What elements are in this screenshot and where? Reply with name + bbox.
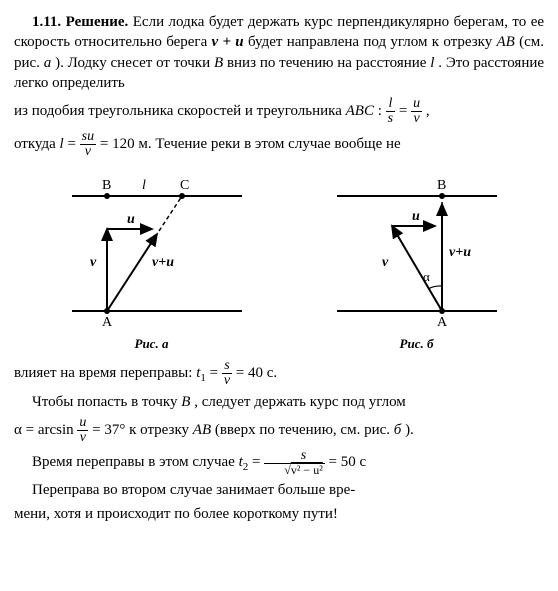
text: вниз по течению на расстояние bbox=[227, 55, 430, 71]
label-l: l bbox=[142, 178, 146, 193]
text: откуда bbox=[14, 136, 60, 152]
label-B: B bbox=[102, 178, 111, 193]
paragraph-5: Чтобы попасть в точку B , следует держат… bbox=[14, 392, 544, 412]
expr-AB2: AB bbox=[193, 422, 211, 438]
paragraph-6: α = arcsin u v = 37° к отрезку AB (вверх… bbox=[14, 416, 544, 445]
fraction-l-s: l s bbox=[386, 97, 395, 126]
paragraph-8b: мени, хотя и происходит по более коротко… bbox=[14, 504, 544, 524]
expr-l2: l bbox=[60, 136, 64, 152]
label-v2: v bbox=[382, 255, 389, 270]
text: = 50 c bbox=[329, 454, 367, 470]
figures-row: B l C v u v+u A Рис. а bbox=[14, 171, 544, 353]
text: влияет на время переправы: bbox=[14, 364, 196, 380]
expr-l: l bbox=[430, 55, 434, 71]
caption-b: Рис. б bbox=[327, 335, 507, 353]
label-u2: u bbox=[412, 209, 420, 224]
text: = bbox=[67, 136, 79, 152]
expr-vpu: v + u bbox=[212, 34, 244, 50]
text: = bbox=[252, 454, 264, 470]
expr-B2: B bbox=[181, 394, 190, 410]
paragraph-2: из подобия треугольника скоростей и треу… bbox=[14, 97, 544, 126]
text: = 40 c. bbox=[236, 364, 277, 380]
fig-ref-b: б bbox=[394, 422, 402, 438]
text: = 120 м. Течение реки в этом случае вооб… bbox=[100, 136, 401, 152]
text: будет направлена под углом к отрезку bbox=[248, 34, 497, 50]
text: ). Лодку снесет от точки bbox=[55, 55, 214, 71]
label-C: C bbox=[180, 178, 189, 193]
caption-a: Рис. а bbox=[52, 335, 252, 353]
fraction-u-v: u v bbox=[411, 97, 422, 126]
text: из подобия треугольника скоростей и треу… bbox=[14, 103, 346, 119]
diagram-b: B u v v+u α A bbox=[327, 171, 507, 331]
diagram-a: B l C v u v+u A bbox=[52, 171, 252, 331]
label-B2: B bbox=[437, 178, 446, 193]
fraction-u-v-2: u v bbox=[77, 416, 88, 445]
text: ). bbox=[405, 422, 414, 438]
paragraph-8a: Переправа во втором случае занимает боль… bbox=[14, 480, 544, 500]
label-u: u bbox=[127, 212, 135, 227]
label-A: A bbox=[102, 315, 113, 330]
label-vpu2: v+u bbox=[449, 245, 471, 260]
label-alpha: α bbox=[423, 269, 430, 284]
paragraph-1: 1.11. Решение. Если лодка будет держать … bbox=[14, 12, 544, 93]
expr-B: В bbox=[214, 55, 223, 71]
text: = 37° к отрезку bbox=[92, 422, 193, 438]
fraction-su-v: su v bbox=[80, 130, 96, 159]
solution-label: Решение. bbox=[66, 14, 129, 30]
label-A2: A bbox=[437, 315, 448, 330]
fig-ref-a: а bbox=[44, 55, 52, 71]
text: α = arcsin bbox=[14, 422, 77, 438]
expr-AB: AB bbox=[496, 34, 514, 50]
sub-1: 1 bbox=[200, 371, 206, 383]
text: , следует держать курс под углом bbox=[194, 394, 406, 410]
problem-number: 1.11. bbox=[32, 14, 61, 30]
fraction-s-v: s v bbox=[222, 359, 232, 388]
text: Время переправы в этом случае bbox=[32, 454, 239, 470]
expr-ABC: ABC bbox=[346, 103, 374, 119]
text: Чтобы попасть в точку bbox=[32, 394, 181, 410]
text: = bbox=[210, 364, 222, 380]
fraction-s-root: s √v² − u² bbox=[264, 449, 325, 476]
paragraph-3: откуда l = su v = 120 м. Течение реки в … bbox=[14, 130, 544, 159]
text: = bbox=[399, 103, 411, 119]
label-v: v bbox=[90, 255, 97, 270]
paragraph-7: Время переправы в этом случае t2 = s √v²… bbox=[14, 449, 544, 476]
text: , bbox=[426, 103, 430, 119]
figure-b: B u v v+u α A Рис. б bbox=[327, 171, 507, 353]
figure-a: B l C v u v+u A Рис. а bbox=[52, 171, 252, 353]
paragraph-4: влияет на время переправы: t1 = s v = 40… bbox=[14, 359, 544, 388]
text: : bbox=[378, 103, 386, 119]
label-vpu: v+u bbox=[152, 255, 174, 270]
sub-2: 2 bbox=[243, 461, 249, 473]
text: (вверх по течению, см. рис. bbox=[215, 422, 394, 438]
